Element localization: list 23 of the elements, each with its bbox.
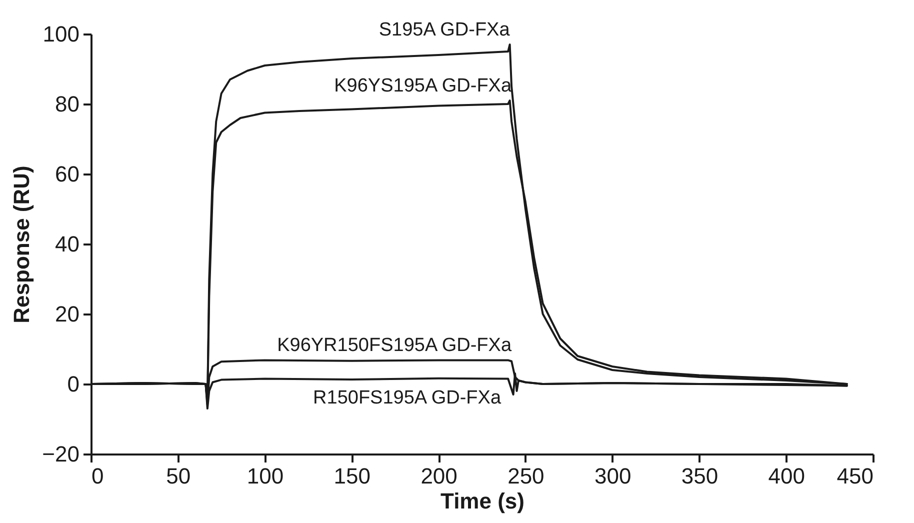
y-tick-label: 80 (55, 92, 80, 116)
series-label: K96YS195A GD-FXa (334, 76, 512, 96)
x-tick-label: 450 (836, 464, 874, 488)
x-tick-label: 50 (166, 464, 191, 488)
y-tick-label: 40 (55, 232, 80, 256)
series-label: S195A GD-FXa (378, 20, 510, 40)
y-tick-label: 20 (55, 302, 80, 326)
y-tick-label: 100 (42, 22, 80, 46)
x-axis-title: Time (s) (440, 488, 524, 514)
y-tick-label: −20 (42, 442, 80, 466)
series-label: K96YR150FS195A GD-FXa (277, 335, 512, 356)
y-axis-title: Response (RU) (9, 166, 34, 324)
x-tick-label: 0 (92, 464, 104, 488)
series-label: R150FS195A GD-FXa (313, 388, 502, 408)
y-tick-label: 0 (67, 372, 80, 396)
x-tick-label: 250 (508, 464, 544, 488)
x-tick-label: 300 (594, 464, 632, 488)
x-tick-label: 350 (681, 464, 718, 488)
y-tick-label: 60 (55, 162, 80, 186)
x-tick-label: 200 (420, 464, 458, 488)
x-tick-label: 400 (768, 464, 805, 488)
x-tick-label: 100 (246, 464, 284, 488)
x-tick-label: 150 (334, 464, 371, 488)
